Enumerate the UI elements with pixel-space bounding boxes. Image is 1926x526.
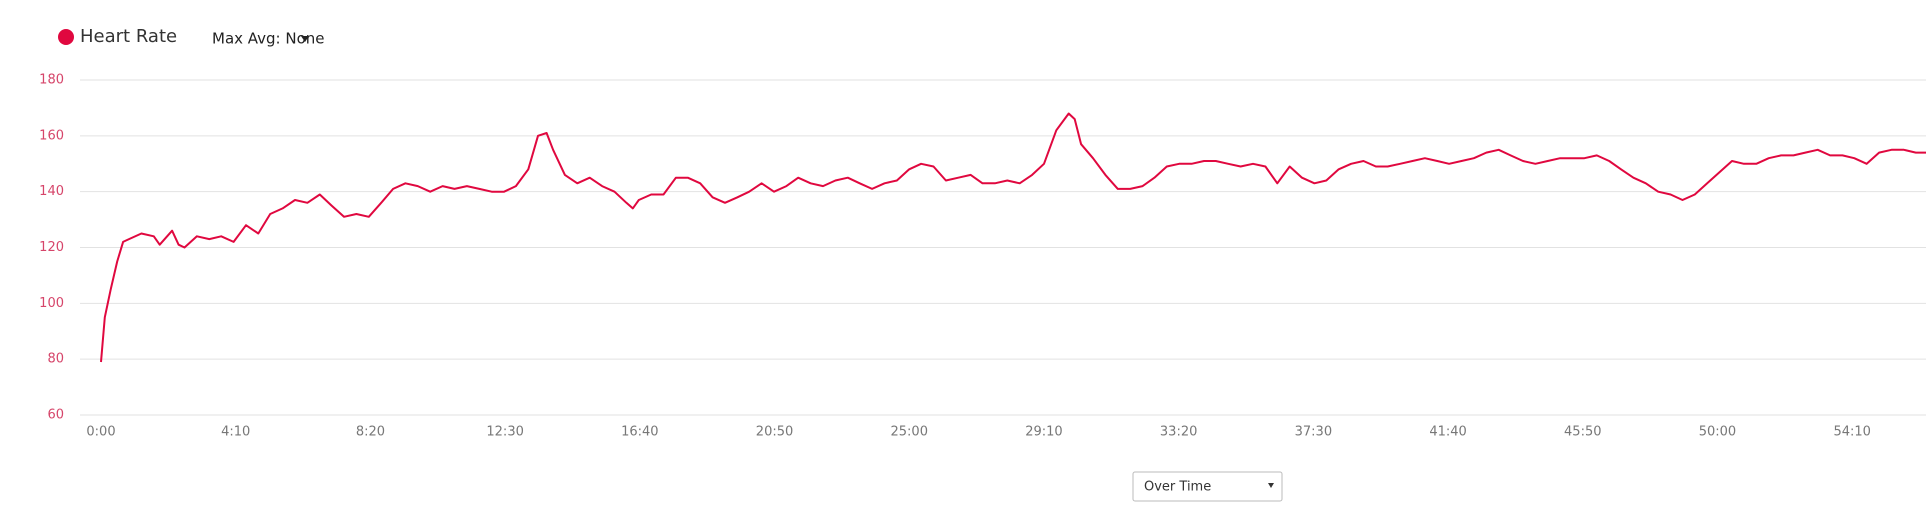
x-tick-label: 50:00 bbox=[1699, 425, 1736, 440]
x-tick-label: 20:50 bbox=[756, 425, 793, 440]
view-select[interactable] bbox=[1132, 471, 1283, 502]
x-tick-label: 8:20 bbox=[356, 425, 385, 440]
x-tick-label: 12:30 bbox=[486, 425, 523, 440]
x-tick-label: 33:20 bbox=[1160, 425, 1197, 440]
view-select-label[interactable]: Over Time bbox=[1144, 480, 1211, 495]
y-tick-label: 160 bbox=[39, 128, 64, 143]
heart-rate-line bbox=[100, 112, 1926, 363]
x-tick-label: 4:10 bbox=[221, 425, 250, 440]
x-tick-label: 45:50 bbox=[1564, 425, 1601, 440]
select-arrow bbox=[1268, 483, 1274, 488]
x-tick-label: 29:10 bbox=[1025, 425, 1062, 440]
y-tick-label: 80 bbox=[47, 352, 64, 367]
x-tick-label: 0:00 bbox=[86, 425, 115, 440]
dropdown-arrow bbox=[301, 36, 309, 42]
x-tick-label: 54:10 bbox=[1833, 425, 1870, 440]
y-tick-label: 140 bbox=[39, 184, 64, 199]
y-tick-label: 60 bbox=[47, 408, 64, 423]
y-tick-label: 180 bbox=[39, 73, 64, 88]
x-tick-label: 25:00 bbox=[891, 425, 928, 440]
max-avg-control[interactable]: Max Avg: None bbox=[212, 30, 325, 48]
x-tick-label: 37:30 bbox=[1295, 425, 1332, 440]
legend-label: Heart Rate bbox=[80, 26, 177, 47]
y-tick-label: 120 bbox=[39, 240, 64, 255]
x-tick-label: 16:40 bbox=[621, 425, 658, 440]
y-tick-label: 100 bbox=[39, 296, 64, 311]
legend-swatch bbox=[58, 29, 74, 45]
x-tick-label: 41:40 bbox=[1429, 425, 1466, 440]
